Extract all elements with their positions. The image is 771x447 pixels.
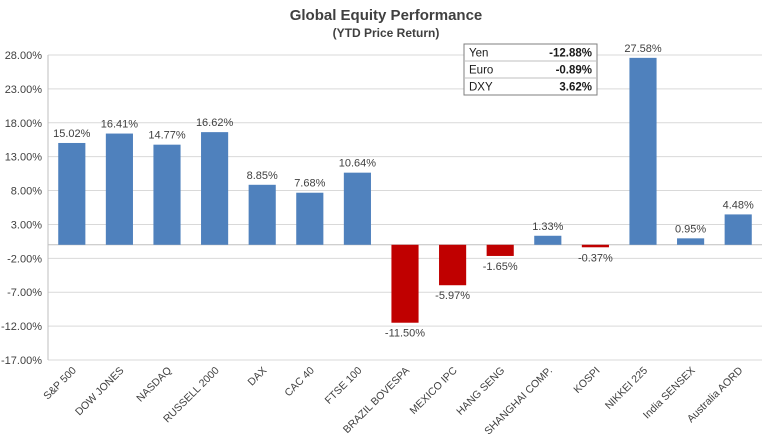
- x-tick-label-2: NASDAQ: [134, 365, 174, 405]
- fx-label-0: Yen: [469, 48, 488, 60]
- data-label-8: -5.97%: [435, 290, 470, 302]
- fx-label-1: Euro: [469, 65, 493, 77]
- bar-10: [534, 235, 562, 245]
- bar-14: [724, 214, 752, 245]
- bar-11: [581, 244, 609, 248]
- bar-4: [248, 184, 276, 245]
- y-tick-label: 23.00%: [5, 84, 43, 96]
- y-tick-label: -17.00%: [1, 355, 42, 367]
- y-tick-label: -2.00%: [7, 253, 42, 265]
- x-tick-label-5: CAC 40: [282, 365, 317, 400]
- data-label-12: 27.58%: [624, 43, 662, 55]
- bar-2: [153, 144, 181, 245]
- bars: [58, 57, 752, 323]
- y-tick-label: 8.00%: [11, 186, 42, 198]
- fx-table: Yen -12.88% Euro -0.89% DXY 3.62%: [463, 43, 598, 96]
- bar-8: [439, 244, 467, 286]
- x-tick-label-11: KOSPI: [571, 365, 602, 396]
- bar-6: [343, 172, 371, 245]
- data-label-13: 0.95%: [675, 223, 706, 235]
- bar-3: [201, 132, 229, 245]
- data-label-5: 7.68%: [294, 178, 325, 190]
- data-label-4: 8.85%: [247, 170, 278, 182]
- fx-table-border: [463, 43, 598, 96]
- data-label-14: 4.48%: [723, 199, 754, 211]
- y-tick-label: -12.00%: [1, 321, 42, 333]
- data-label-0: 15.02%: [53, 128, 91, 140]
- bar-0: [58, 142, 86, 245]
- y-tick-label: 28.00%: [5, 50, 43, 62]
- x-tick-label-4: DAX: [246, 365, 270, 389]
- data-label-9: -1.65%: [483, 261, 518, 273]
- bar-1: [105, 133, 133, 245]
- fx-value-2: 3.62%: [559, 82, 592, 94]
- bar-13: [677, 238, 705, 245]
- bar-7: [391, 244, 419, 323]
- y-tick-label: 18.00%: [5, 118, 43, 130]
- x-tick-label-8: MEXICO IPC: [408, 364, 461, 417]
- x-tick-label-12: NIKKEI 225: [603, 365, 650, 412]
- data-label-10: 1.33%: [532, 221, 563, 233]
- fx-value-0: -12.88%: [549, 48, 592, 60]
- bar-12: [629, 57, 657, 245]
- x-tick-label-1: DOW JONES: [73, 365, 126, 418]
- data-label-6: 10.64%: [339, 158, 377, 170]
- y-tick-label: -7.00%: [7, 287, 42, 299]
- y-tick-label: 3.00%: [11, 219, 42, 231]
- y-axis: 28.00% 23.00% 18.00% 13.00% 8.00% 3.00% -2.00%…: [1, 50, 49, 367]
- chart-title: Global Equity Performance: [290, 7, 483, 24]
- chart-subtitle: (YTD Price Return): [333, 26, 440, 40]
- fx-label-2: DXY: [469, 82, 493, 94]
- data-label-3: 16.62%: [196, 117, 234, 129]
- data-labels: 15.02% 16.41% 14.77% 16.62% 8.85% 7.68% 10.64%…: [53, 43, 754, 340]
- x-tick-label-6: FTSE 100: [323, 365, 365, 407]
- data-label-2: 14.77%: [148, 130, 186, 142]
- bar-9: [486, 244, 514, 256]
- y-tick-label: 13.00%: [5, 152, 43, 164]
- data-label-11: -0.37%: [578, 252, 613, 264]
- bar-5: [296, 192, 324, 245]
- data-label-1: 16.41%: [101, 119, 139, 131]
- x-tick-label-0: S&P 500: [41, 365, 79, 403]
- x-tick-label-9: HANG SENG: [454, 365, 507, 418]
- data-label-7: -11.50%: [385, 328, 425, 340]
- fx-value-1: -0.89%: [556, 65, 592, 77]
